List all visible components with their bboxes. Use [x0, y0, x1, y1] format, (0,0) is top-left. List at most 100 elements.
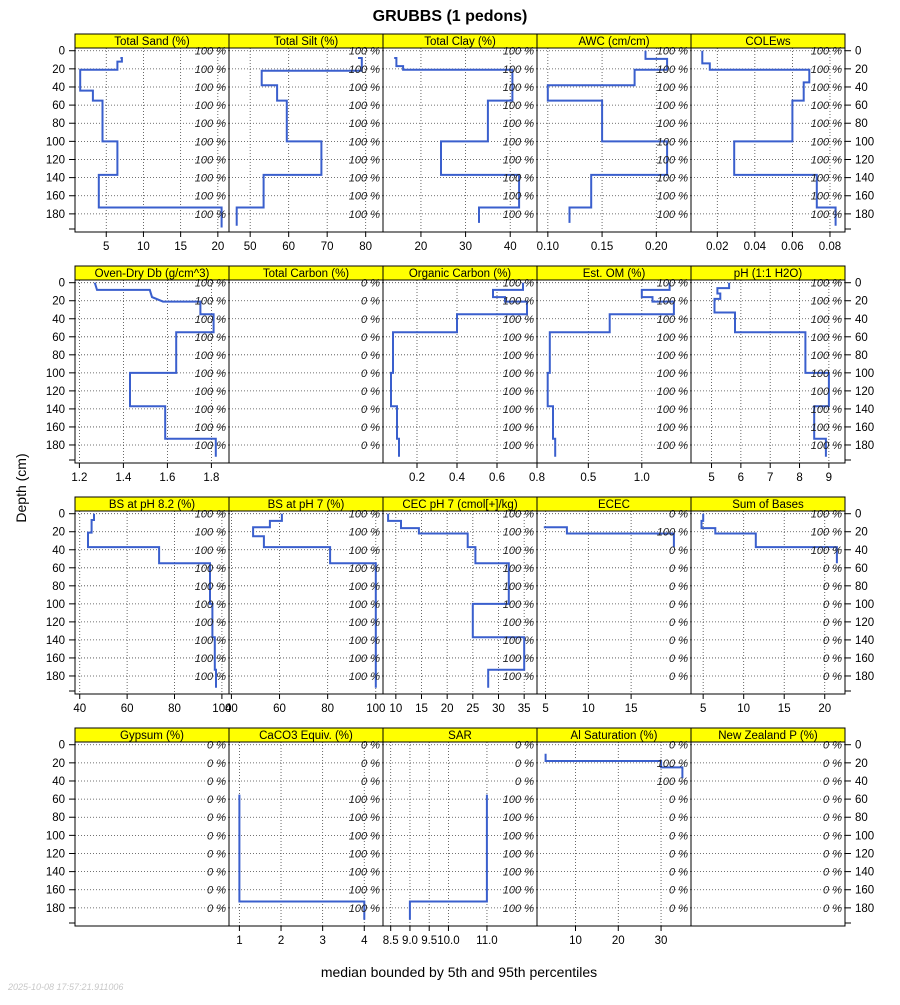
y-tick-label: 40 [855, 776, 868, 788]
pct-label: 100 % [503, 563, 534, 575]
pct-label: 0 % [361, 332, 380, 344]
pct-label: 0 % [823, 885, 842, 897]
pct-label: 100 % [811, 368, 842, 380]
pct-label: 100 % [503, 314, 534, 326]
pct-label: 100 % [349, 903, 380, 915]
panel-border [74, 741, 230, 927]
pct-label: 100 % [503, 404, 534, 416]
x-tick-label: 100 [212, 703, 231, 715]
pct-label: 100 % [503, 617, 534, 629]
pct-label: 0 % [823, 867, 842, 879]
x-tick-label: 60 [282, 241, 295, 253]
y-tick-label: 100 [855, 599, 874, 611]
y-tick-label: 180 [855, 440, 874, 452]
panel: CEC pH 7 (cmol[+]/kg)100 %100 %100 %100 … [382, 496, 538, 715]
x-tick-label: 20 [818, 703, 831, 715]
y-tick-label: 80 [855, 581, 868, 593]
pct-label: 100 % [195, 100, 226, 112]
x-tick-label: 5 [103, 241, 109, 253]
pct-label: 100 % [195, 136, 226, 148]
pct-label: 100 % [195, 563, 226, 575]
y-tick-label: 0 [59, 509, 65, 521]
y-tick-label: 80 [855, 350, 868, 362]
y-tick-label: 180 [46, 671, 65, 683]
pct-label: 100 % [195, 527, 226, 539]
x-tick-label: 0.2 [409, 472, 425, 484]
pct-label: 100 % [503, 885, 534, 897]
panel-strip-title: Total Carbon (%) [263, 268, 349, 280]
pct-label: 0 % [669, 635, 688, 647]
depth-axis: 0 0 20 20 40 40 60 60 80 80 100 100 120 120 140 140 160 1… [46, 740, 874, 924]
y-tick-label: 140 [46, 635, 65, 647]
pct-label: 100 % [657, 46, 688, 58]
pct-label: 100 % [349, 118, 380, 130]
pct-label: 100 % [811, 191, 842, 203]
y-tick-label: 40 [855, 82, 868, 94]
x-tick-label: 40 [504, 241, 517, 253]
pct-label: 100 % [811, 278, 842, 290]
pct-label: 100 % [811, 154, 842, 166]
pct-label: 100 % [503, 82, 534, 94]
y-tick-label: 20 [52, 296, 65, 308]
pct-label: 0 % [207, 740, 226, 752]
pct-label: 0 % [823, 581, 842, 593]
y-tick-label: 0 [855, 509, 861, 521]
x-tick-label: 10 [582, 703, 595, 715]
x-tick-label: 20 [415, 241, 428, 253]
pct-label: 100 % [811, 82, 842, 94]
pct-label: 0 % [207, 776, 226, 788]
pct-label: 0 % [669, 903, 688, 915]
x-tick-label: 10 [737, 703, 750, 715]
y-tick-label: 120 [46, 154, 65, 166]
pct-label: 100 % [503, 440, 534, 452]
pct-label: 100 % [657, 118, 688, 130]
x-tick-label: 1.6 [159, 472, 175, 484]
pct-label: 0 % [823, 599, 842, 611]
y-tick-label: 180 [855, 671, 874, 683]
x-tick-label: 10.0 [437, 935, 459, 947]
y-tick-label: 80 [52, 581, 65, 593]
y-tick-label: 20 [52, 64, 65, 76]
pct-label: 0 % [669, 740, 688, 752]
pct-label: 100 % [657, 278, 688, 290]
x-tick-label: 5 [542, 703, 548, 715]
y-tick-label: 0 [59, 278, 65, 290]
x-tick-label: 60 [121, 703, 134, 715]
pct-label: 100 % [349, 173, 380, 185]
series-line [93, 282, 217, 457]
y-tick-label: 100 [46, 368, 65, 380]
pct-label: 0 % [361, 278, 380, 290]
pct-label: 0 % [669, 830, 688, 842]
x-tick-label: 0.8 [529, 472, 545, 484]
x-tick-label: 80 [168, 703, 181, 715]
pct-label: 100 % [195, 278, 226, 290]
pct-label: 100 % [503, 296, 534, 308]
pct-label: 100 % [811, 64, 842, 76]
y-tick-label: 180 [855, 209, 874, 221]
pct-label: 0 % [669, 653, 688, 665]
pct-label: 100 % [503, 848, 534, 860]
x-tick-label: 30 [655, 935, 668, 947]
pct-label: 100 % [195, 350, 226, 362]
series-line [87, 513, 217, 688]
panel: CaCO3 Equiv. (%) 0 % 0 % 0 % 100 % 100 % 100 %… [228, 727, 384, 947]
panel: Total Carbon (%) 0 % 0 % 0 % 0 % 0 % 0 % 0 % 0 %… [228, 265, 384, 464]
x-tick-label: 5 [700, 703, 706, 715]
panel-strip-title: COLEws [745, 36, 791, 48]
x-tick-label: 40 [73, 703, 86, 715]
pct-label: 100 % [503, 332, 534, 344]
panel-strip-title: CaCO3 Equiv. (%) [259, 730, 353, 742]
pct-label: 0 % [515, 758, 534, 770]
pct-label: 100 % [657, 404, 688, 416]
pct-label: 0 % [823, 830, 842, 842]
y-tick-label: 100 [46, 136, 65, 148]
x-tick-label: 15 [625, 703, 638, 715]
y-tick-label: 60 [52, 563, 65, 575]
x-tick-label: 8 [796, 472, 802, 484]
pct-label: 100 % [503, 509, 534, 521]
pct-label: 100 % [811, 136, 842, 148]
y-tick-label: 100 [855, 830, 874, 842]
x-tick-label: 0.15 [591, 241, 613, 253]
timestamp: 2025-10-08 17:57:21.911006 [7, 982, 123, 992]
y-tick-label: 160 [855, 422, 874, 434]
